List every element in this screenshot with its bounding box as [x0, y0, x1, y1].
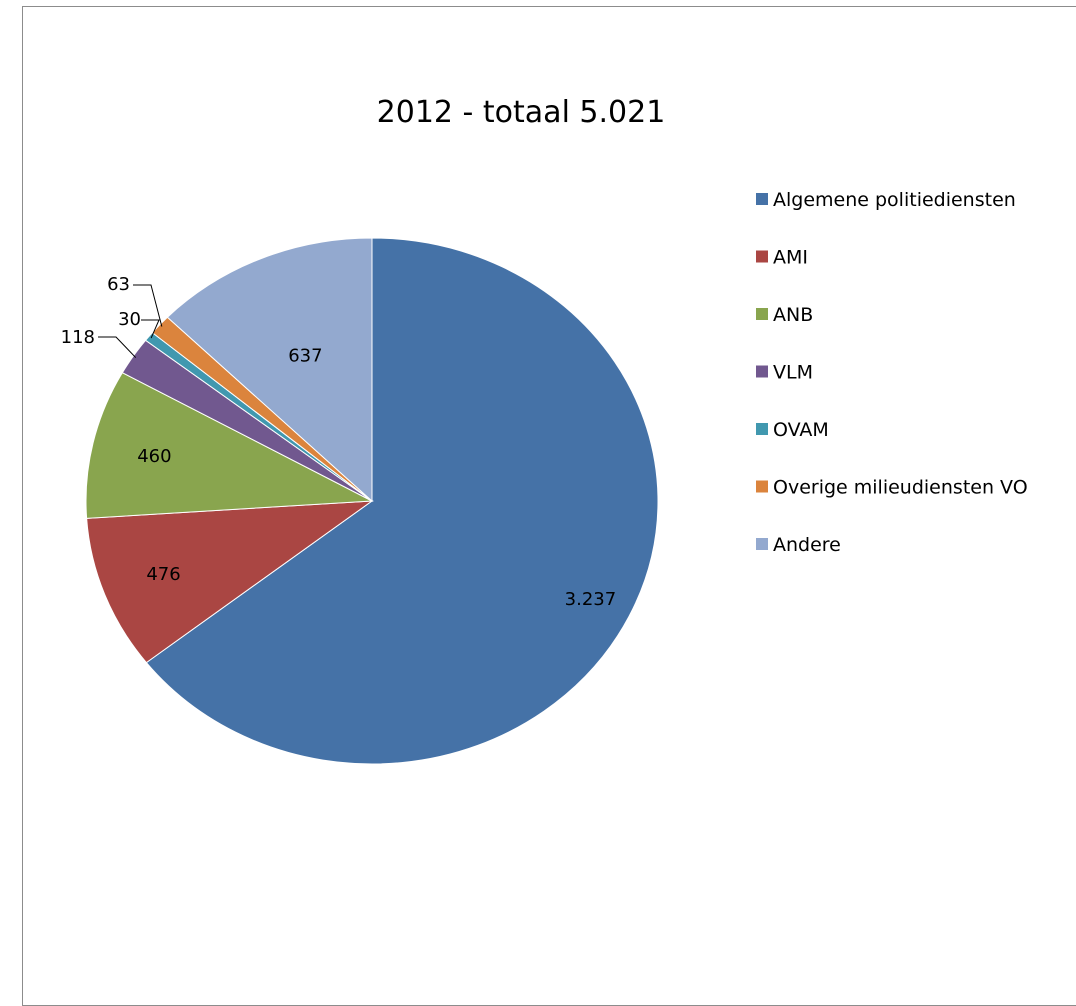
slice-anb — [85, 372, 374, 519]
legend-swatch-ovam — [756, 423, 768, 435]
legend-swatch-anb — [756, 308, 768, 320]
legend-label-vlm: VLM — [773, 362, 813, 384]
data-labels: 3.237 476 460 118 30 63 637 — [61, 274, 617, 610]
data-label-algemene-politiediensten: 3.237 — [565, 589, 617, 610]
legend-swatch-vlm — [756, 365, 768, 378]
slice-algemene-politiediensten — [145, 237, 659, 765]
legend: Algemene politiediensten AMI ANB VLM OVAM Ove… — [756, 189, 1028, 556]
legend-label-ovam: OVAM — [773, 419, 829, 441]
legend-label-algemene-politiediensten: Algemene politiediensten — [773, 189, 1016, 211]
legend-swatch-ami — [756, 250, 768, 263]
legend-label-andere: Andere — [773, 534, 841, 556]
data-label-ovam: 30 — [118, 309, 141, 330]
legend-label-anb: ANB — [773, 304, 813, 326]
legend-swatch-overige-milieudiensten-vo — [756, 480, 768, 493]
legend-label-ami: AMI — [773, 247, 808, 269]
chart-title: 2012 - totaal 5.021 — [377, 95, 666, 130]
leader-line-ovam — [141, 319, 160, 339]
data-label-ami: 476 — [146, 564, 180, 585]
data-label-overige-milieudiensten-vo: 63 — [107, 274, 130, 295]
pie-slices — [85, 237, 659, 765]
slice-ami — [86, 500, 374, 664]
legend-swatch-algemene-politiediensten — [756, 193, 768, 205]
legend-label-overige-milieudiensten-vo: Overige milieudiensten VO — [773, 477, 1028, 499]
leader-line-overige-milieudiensten-vo — [133, 284, 163, 327]
data-label-anb: 460 — [137, 446, 171, 467]
leader-lines — [98, 284, 163, 358]
slice-andere — [166, 237, 373, 503]
data-label-vlm: 118 — [61, 327, 95, 348]
legend-swatch-andere — [756, 538, 768, 550]
leader-line-vlm — [98, 336, 137, 358]
data-label-andere: 637 — [288, 346, 322, 367]
